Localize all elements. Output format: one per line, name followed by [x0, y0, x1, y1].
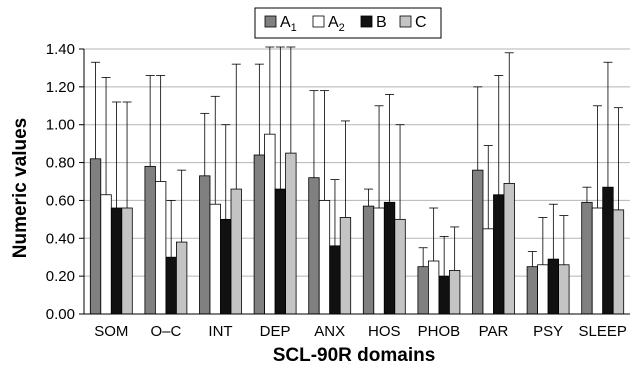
- bar: [612, 209, 625, 315]
- bar: [394, 218, 406, 315]
- bar: [503, 182, 515, 315]
- bar: [482, 228, 494, 315]
- x-tick-label: PHOB: [418, 323, 461, 340]
- x-tick-label: INT: [208, 323, 232, 340]
- bar: [427, 260, 440, 315]
- bar: [274, 188, 287, 315]
- bar: [373, 207, 385, 315]
- bar: [199, 175, 211, 315]
- bar: [144, 165, 156, 315]
- y-tick-label: 0.60: [46, 192, 75, 209]
- bar: [220, 218, 232, 315]
- bar: [339, 217, 352, 315]
- x-tick-label: ANX: [314, 323, 345, 340]
- x-axis-title: SCL-90R domains: [273, 345, 436, 366]
- legend-swatch: [312, 15, 325, 28]
- bar: [285, 152, 297, 315]
- y-axis-title: Numeric values: [10, 118, 31, 258]
- bar: [100, 194, 112, 315]
- y-tick-label: 0.20: [46, 268, 75, 285]
- legend: A1 A2 B C: [254, 7, 442, 39]
- bar: [209, 203, 221, 315]
- bar: [175, 241, 188, 315]
- bar: [547, 258, 559, 315]
- bar: [537, 264, 549, 315]
- x-tick-label: O–C: [150, 323, 181, 340]
- bar: [318, 200, 331, 315]
- legend-label: C: [415, 14, 427, 31]
- bar: [308, 177, 320, 315]
- x-tick-label: DEP: [260, 323, 291, 340]
- bar: [110, 207, 123, 315]
- bar: [89, 158, 102, 315]
- y-tick-label: 0.40: [46, 230, 75, 247]
- bar: [417, 266, 429, 315]
- y-tick-label: 0.80: [46, 155, 75, 172]
- bar: [253, 154, 266, 315]
- bar: [591, 207, 604, 315]
- bar: [362, 205, 375, 315]
- x-tick-label: HOS: [368, 323, 401, 340]
- y-tick-label: 1.00: [46, 117, 75, 134]
- y-tick-label: 0.00: [46, 306, 75, 323]
- y-tick-label: 1.20: [46, 79, 75, 96]
- bar: [329, 245, 341, 315]
- bar: [438, 275, 450, 315]
- bar: [264, 133, 276, 315]
- bar: [602, 186, 614, 315]
- bar: [383, 201, 396, 315]
- axes: 0.00 0.20 0.40 0.60 0.80 1.00 1.20 1.40 SOM O–C IN…: [46, 41, 630, 340]
- bar: [472, 169, 484, 315]
- legend-label: A1: [280, 14, 297, 34]
- legend-label: A2: [328, 14, 345, 34]
- error-bars: [91, 46, 623, 277]
- bar: [154, 181, 167, 315]
- legend-label: B: [376, 14, 387, 31]
- bar: [448, 270, 461, 315]
- x-tick-label: PSY: [533, 323, 563, 340]
- bar: [558, 264, 570, 315]
- bar: [230, 188, 242, 315]
- x-tick-label: SLEEP: [579, 323, 627, 340]
- bar: [493, 194, 505, 315]
- x-tick-label: PAR: [479, 323, 509, 340]
- x-tick-label: SOM: [94, 323, 128, 340]
- legend-swatch: [399, 15, 412, 28]
- legend-swatch: [360, 15, 373, 28]
- bar: [121, 207, 133, 315]
- bars: [89, 133, 625, 315]
- y-tick-label: 1.40: [46, 41, 75, 58]
- bar: [581, 201, 593, 315]
- bar: [526, 266, 538, 315]
- bar: [165, 256, 177, 315]
- legend-swatch: [264, 15, 277, 28]
